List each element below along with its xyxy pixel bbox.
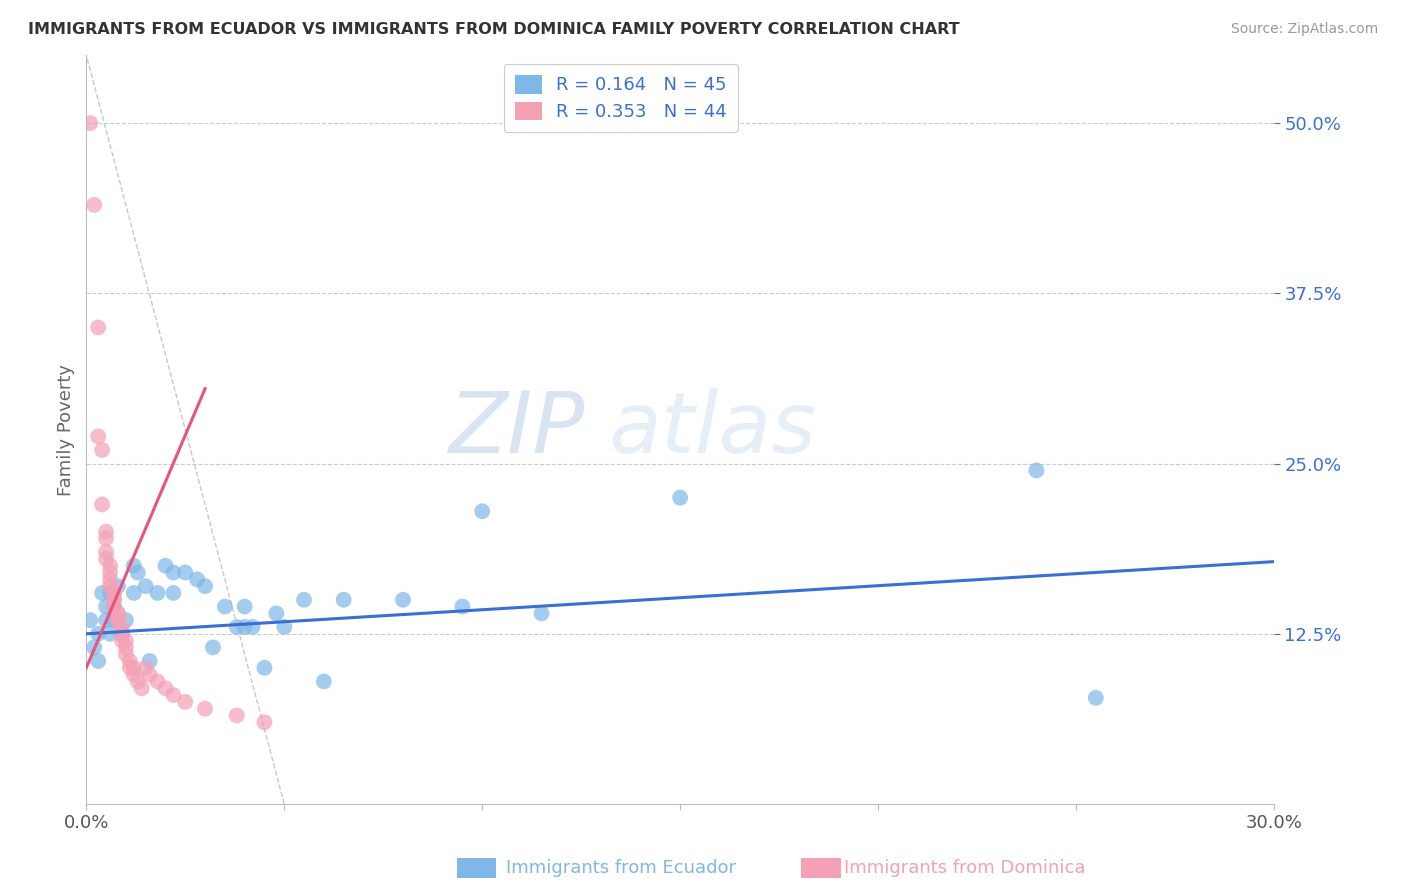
Point [292, 592, 315, 607]
Point [103, 599, 125, 614]
Point [94, 524, 117, 539]
Point [115, 640, 138, 655]
Point [233, 599, 256, 614]
Point [669, 491, 692, 505]
Point [94, 532, 117, 546]
Point [273, 620, 295, 634]
Point [103, 586, 125, 600]
Point [122, 558, 145, 573]
Point [103, 592, 125, 607]
Text: Source: ZipAtlas.com: Source: ZipAtlas.com [1230, 22, 1378, 37]
Point [530, 607, 553, 621]
Point [122, 667, 145, 681]
Point [115, 633, 138, 648]
Point [87, 654, 110, 668]
Point [87, 627, 110, 641]
Point [79, 613, 101, 627]
Point [225, 708, 247, 723]
Point [118, 661, 141, 675]
Point [194, 579, 217, 593]
Point [214, 599, 236, 614]
Point [98, 558, 121, 573]
Point [79, 116, 101, 130]
Point [471, 504, 494, 518]
Point [242, 620, 264, 634]
Point [225, 620, 247, 634]
Point [194, 701, 217, 715]
Point [253, 715, 276, 730]
Point [131, 681, 153, 696]
Legend: R = 0.164   N = 45, R = 0.353   N = 44: R = 0.164 N = 45, R = 0.353 N = 44 [503, 64, 738, 132]
Point [174, 566, 197, 580]
Point [118, 654, 141, 668]
Point [91, 442, 114, 457]
Point [98, 566, 121, 580]
Point [135, 661, 157, 675]
Point [312, 674, 335, 689]
Point [162, 688, 184, 702]
Point [155, 558, 177, 573]
Point [98, 586, 121, 600]
Point [111, 627, 134, 641]
Point [155, 681, 177, 696]
Point [115, 647, 138, 661]
Point [266, 607, 288, 621]
Point [98, 572, 121, 586]
Point [201, 640, 224, 655]
Point [122, 586, 145, 600]
Point [111, 627, 134, 641]
Point [138, 654, 160, 668]
Point [98, 579, 121, 593]
Point [94, 613, 117, 627]
Point [138, 667, 160, 681]
Point [87, 429, 110, 443]
Point [1025, 463, 1047, 477]
Point [87, 320, 110, 334]
Point [103, 599, 125, 614]
Text: IMMIGRANTS FROM ECUADOR VS IMMIGRANTS FROM DOMINICA FAMILY POVERTY CORRELATION C: IMMIGRANTS FROM ECUADOR VS IMMIGRANTS FR… [28, 22, 960, 37]
Point [94, 552, 117, 566]
Point [135, 579, 157, 593]
Point [107, 613, 129, 627]
Point [103, 586, 125, 600]
Point [332, 592, 354, 607]
Point [94, 545, 117, 559]
Point [83, 640, 105, 655]
Text: Immigrants from Dominica: Immigrants from Dominica [844, 859, 1085, 877]
Point [111, 620, 134, 634]
Point [107, 607, 129, 621]
Point [127, 674, 149, 689]
Text: Immigrants from Ecuador: Immigrants from Ecuador [506, 859, 737, 877]
Point [146, 674, 169, 689]
Point [94, 599, 117, 614]
Point [98, 627, 121, 641]
Text: atlas: atlas [609, 388, 817, 471]
Point [392, 592, 415, 607]
Point [111, 633, 134, 648]
Point [115, 613, 138, 627]
Point [186, 572, 208, 586]
Point [233, 620, 256, 634]
Point [451, 599, 474, 614]
Y-axis label: Family Poverty: Family Poverty [58, 364, 75, 496]
Point [146, 586, 169, 600]
Point [103, 592, 125, 607]
Point [91, 586, 114, 600]
Point [107, 613, 129, 627]
Point [253, 661, 276, 675]
Point [127, 566, 149, 580]
Point [122, 661, 145, 675]
Point [174, 695, 197, 709]
Point [107, 607, 129, 621]
Point [107, 579, 129, 593]
Point [1084, 690, 1107, 705]
Point [162, 566, 184, 580]
Point [162, 586, 184, 600]
Point [103, 613, 125, 627]
Point [91, 498, 114, 512]
Text: ZIP: ZIP [449, 388, 585, 471]
Point [83, 198, 105, 212]
